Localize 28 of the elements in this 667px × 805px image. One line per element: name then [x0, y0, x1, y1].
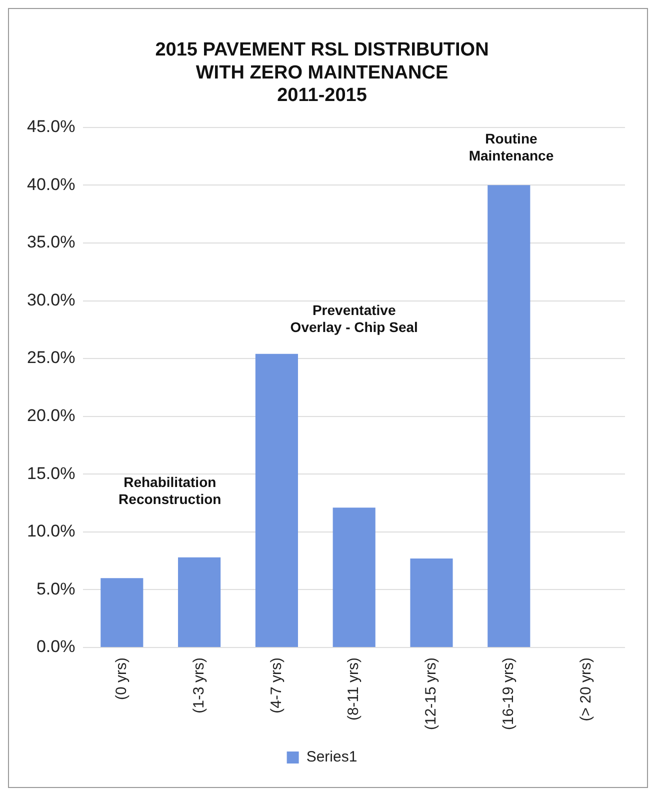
y-tick-label: 20.0% — [27, 406, 76, 426]
bar — [178, 557, 221, 647]
bar — [410, 558, 453, 647]
y-tick-label: 30.0% — [27, 290, 76, 310]
x-tick-label: (8-11 yrs) — [345, 657, 362, 721]
x-tick-label: (4-7 yrs) — [268, 657, 285, 714]
chart-title: 2015 PAVEMENT RSL DISTRIBUTION WITH ZERO MAINTENANCE 2011-2015 — [155, 40, 489, 106]
legend-label: Series1 — [306, 748, 358, 766]
bar — [332, 508, 376, 647]
y-tick-label: 0.0% — [36, 637, 76, 656]
x-tick-label: (> 20 yrs) — [577, 657, 594, 722]
x-tick-label: (12-15 yrs) — [422, 657, 440, 730]
annotation: Rehabilitation Reconstruction — [118, 474, 222, 507]
bar — [488, 185, 530, 647]
x-tick-label: (1-3 yrs) — [190, 657, 208, 714]
y-tick-label: 10.0% — [27, 522, 76, 541]
y-tick-label: 15.0% — [27, 464, 76, 483]
y-tick-label: 5.0% — [36, 579, 76, 598]
annotation: Routine Maintenance — [468, 130, 554, 164]
y-tick-label: 45.0% — [27, 117, 76, 136]
bar — [255, 354, 298, 647]
annotation: Preventative Overlay - Chip Seal — [290, 302, 418, 336]
y-tick-label: 40.0% — [27, 174, 76, 194]
x-tick-label: (0 yrs) — [113, 657, 130, 700]
x-tick-label: (16-19 yrs) — [500, 657, 518, 730]
y-tick-label: 35.0% — [27, 232, 76, 252]
bar — [100, 578, 144, 647]
y-tick-label: 25.0% — [27, 348, 76, 368]
